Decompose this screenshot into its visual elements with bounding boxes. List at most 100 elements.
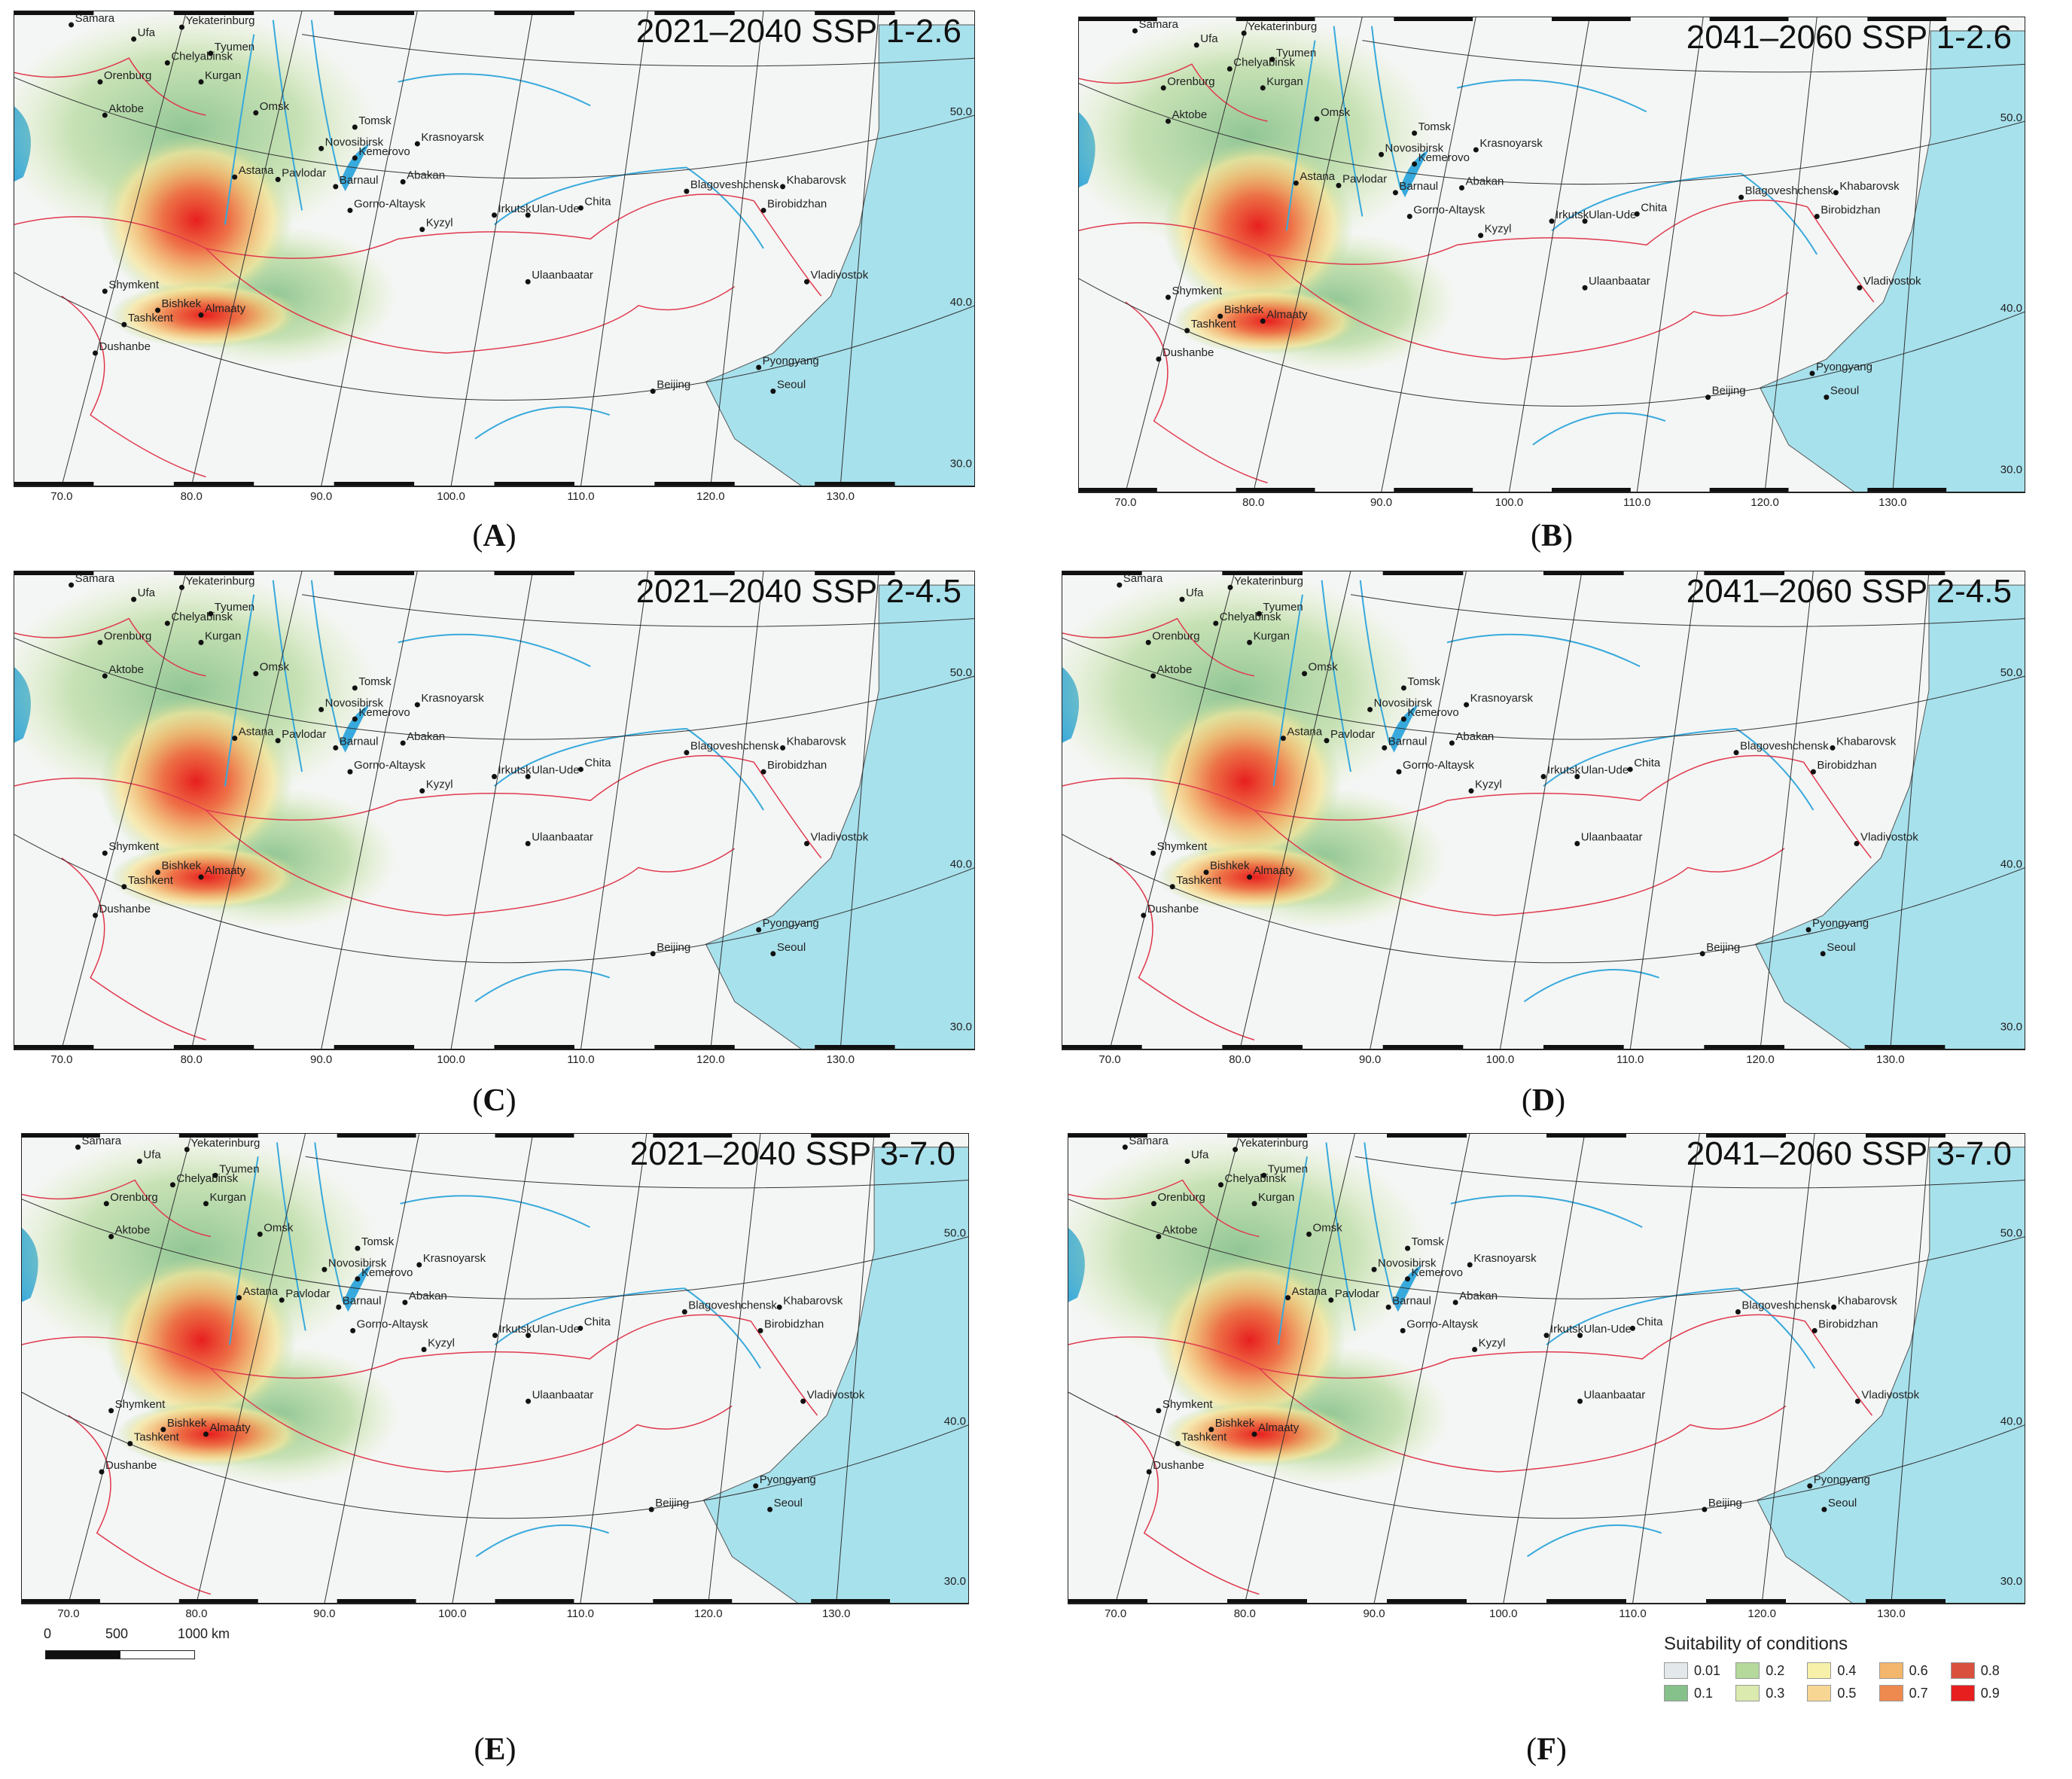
- city-label: Orenburg: [1157, 1191, 1205, 1204]
- city-marker: [1269, 56, 1275, 62]
- legend-item: 0.6: [1879, 1662, 1946, 1679]
- latitude-label: 50.0: [2000, 111, 2022, 124]
- graticule-meridian: [1632, 1133, 1701, 1604]
- frame-tick: [173, 482, 254, 486]
- city-marker: [753, 1483, 759, 1489]
- river: [1532, 412, 1666, 446]
- city-label: Almaaty: [1258, 1421, 1300, 1434]
- river: [1450, 1195, 1643, 1228]
- frame-tick: [14, 482, 94, 486]
- city-label: Kurgan: [1266, 75, 1303, 88]
- map-panel-a: Samara Ufa Yekaterinburg Chelyabinsk Tyumen K…: [14, 11, 975, 503]
- city-marker: [136, 1159, 142, 1164]
- longitude-label: 130.0: [1876, 1053, 1905, 1066]
- city-label: Chelyabinsk: [176, 1172, 238, 1185]
- country-border: [1062, 754, 1872, 859]
- map-panel-e: Samara Ufa Yekaterinburg Chelyabinsk Tyumen K…: [21, 1133, 969, 1620]
- city-marker: [804, 841, 810, 847]
- city-label: Shymkent: [1157, 840, 1208, 853]
- country-border: [21, 1179, 211, 1238]
- legend-label: 0.5: [1837, 1685, 1857, 1701]
- city-marker: [198, 874, 204, 880]
- city-marker: [1810, 769, 1816, 775]
- city-label: Chita: [584, 757, 611, 769]
- city-label: Omsk: [1321, 106, 1351, 119]
- longitude-label: 70.0: [50, 490, 72, 503]
- city-marker: [525, 841, 531, 847]
- city-label: Tashkent: [1176, 874, 1222, 887]
- city-marker: [1540, 773, 1546, 779]
- city-label: Khabarovsk: [783, 1294, 843, 1307]
- city-label: Orenburg: [104, 629, 151, 642]
- city-marker: [253, 671, 259, 677]
- city-label: Tomsk: [1407, 675, 1440, 688]
- city-marker: [1306, 1231, 1312, 1237]
- city-label: Tashkent: [128, 874, 174, 887]
- legend-item: 0.7: [1879, 1685, 1946, 1701]
- city-marker: [1260, 85, 1266, 91]
- city-label: Dushanbe: [105, 1459, 157, 1472]
- country-border: [61, 857, 206, 1040]
- city-label: Aktobe: [108, 663, 144, 676]
- city-label: Tashkent: [128, 312, 174, 324]
- city-marker: [236, 1295, 242, 1301]
- frame-tick: [1062, 571, 1142, 575]
- graticule-line: [14, 77, 975, 179]
- river: [224, 34, 255, 225]
- city-marker: [93, 350, 99, 356]
- city-marker: [1280, 736, 1286, 742]
- city-marker: [1702, 1506, 1708, 1512]
- frame-tick: [1387, 1133, 1467, 1138]
- panel-letter-e: (E): [474, 1732, 516, 1767]
- city-label: Vladivostok: [811, 831, 869, 844]
- city-label: Gorno-Altaysk: [1403, 759, 1475, 772]
- city-label: Ulan-Ude: [1584, 1323, 1632, 1336]
- city-label: Kurgan: [210, 1191, 246, 1204]
- city-marker: [164, 60, 170, 66]
- city-marker: [1582, 285, 1588, 291]
- legend-label: 0.9: [1980, 1685, 2000, 1701]
- graticule-meridian: [1892, 17, 1931, 493]
- panel-title: 2041–2060 SSP 2-4.5: [1687, 573, 2012, 610]
- city-marker: [97, 79, 103, 85]
- longitude-label: 80.0: [1229, 1053, 1251, 1066]
- country-border: [1078, 200, 1875, 303]
- city-marker: [208, 611, 214, 617]
- city-label: Chelyabinsk: [171, 611, 233, 623]
- city-label: Ulaanbaatar: [532, 831, 593, 844]
- graticule-meridian: [321, 571, 418, 1050]
- suitability-high-area: [109, 282, 303, 349]
- city-label: Kyzyl: [426, 217, 453, 230]
- longitude-label: 130.0: [826, 1053, 855, 1066]
- river: [1285, 40, 1316, 231]
- city-marker: [102, 288, 108, 294]
- frame-tick: [811, 1133, 891, 1138]
- city-marker: [333, 745, 339, 751]
- graticule-meridian: [1629, 571, 1699, 1050]
- frame-tick: [1706, 1133, 1786, 1138]
- frame-tick: [811, 1599, 891, 1604]
- city-marker: [767, 1506, 773, 1512]
- city-label: Ulaanbaatar: [1584, 1388, 1646, 1401]
- city-label: Aktobe: [115, 1224, 151, 1237]
- latitude-label: 40.0: [950, 296, 972, 309]
- latitude-label: 50.0: [950, 105, 972, 118]
- city-marker: [1733, 750, 1739, 756]
- city-marker: [127, 1441, 133, 1446]
- city-marker: [684, 188, 690, 194]
- frame-tick: [173, 571, 254, 575]
- graticule-meridian: [1253, 17, 1363, 493]
- panel-title: 2021–2040 SSP 3-7.0: [630, 1135, 955, 1172]
- graticule-meridian: [1244, 1133, 1356, 1604]
- map-panel-f: Samara Ufa Yekaterinburg Chelyabinsk Tyumen K…: [1068, 1133, 2025, 1620]
- city-marker: [1166, 118, 1172, 124]
- frame-tick: [653, 1599, 733, 1604]
- city-label: Kemerovo: [358, 706, 410, 719]
- city-label: Tomsk: [1418, 120, 1452, 133]
- graticule-meridian: [836, 1133, 875, 1604]
- latitude-label: 30.0: [2000, 1021, 2022, 1034]
- graticule-meridian: [1761, 1133, 1815, 1604]
- graticule-line: [1350, 594, 2025, 627]
